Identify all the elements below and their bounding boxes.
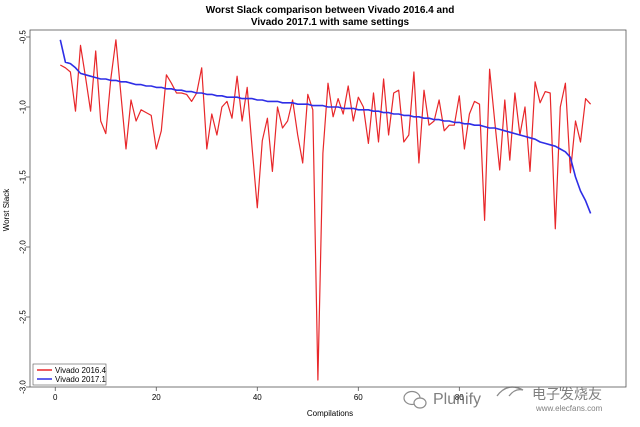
y-axis-label: Worst Slack [2,188,11,232]
x-tick-label: 20 [152,393,161,402]
x-tick-label: 0 [53,393,58,402]
x-axis-label: Compilations [307,409,353,418]
x-axis: 0 20 40 60 80 [53,387,561,402]
legend-label-vivado-2017-1: Vivado 2017.1 [55,375,107,384]
plot-box [29,29,627,388]
x-tick-label: 40 [253,393,262,402]
watermark-plunify: Plunify [433,391,481,408]
x-tick-label: 80 [455,393,464,402]
y-axis: -0.5 -1.0 -1.5 -2.0 -2.5 -3.0 [18,30,30,394]
y-tick-label: -0.5 [18,30,27,44]
chart-title-line2: Vivado 2017.1 with same settings [251,17,410,28]
y-tick-label: -1.5 [18,170,27,184]
y-tick-label: -2.5 [18,310,27,324]
y-tick-label: -1.0 [18,100,27,114]
watermark-cjk: 电子发烧友 [532,386,602,402]
y-tick-label: -3.0 [18,380,27,394]
watermark: Plunify 电子发烧友 www.elecfans.com [403,386,603,413]
y-tick-label: -2.0 [18,240,27,254]
elecfans-logo-icon [496,386,524,397]
watermark-url: www.elecfans.com [535,404,603,413]
series-line-vivado-2016-4 [60,39,592,381]
wechat-icon [403,390,427,409]
x-tick-label: 60 [354,393,363,402]
series-layer [59,39,592,381]
series-line-vivado-2017-1 [59,39,592,214]
legend-label-vivado-2016-4: Vivado 2016.4 [55,366,107,375]
chart-title-line1: Worst Slack comparison between Vivado 20… [206,5,455,16]
legend: Vivado 2016.4 Vivado 2017.1 [32,363,107,386]
